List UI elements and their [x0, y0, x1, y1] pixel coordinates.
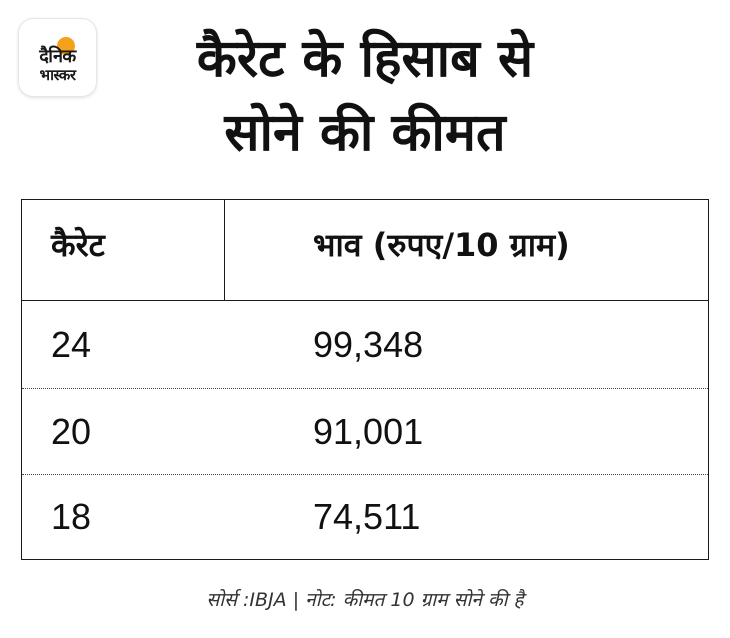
table-row: 20 91,001	[22, 389, 708, 475]
header-price: भाव (रुपए/10 ग्राम)	[313, 225, 570, 264]
price-table: कैरेट भाव (रुपए/10 ग्राम) 24 99,348 20 9…	[21, 199, 709, 560]
table-row: 18 74,511	[22, 475, 708, 559]
title-line2: सोने की कीमत	[224, 103, 506, 163]
table-header-row: कैरेट भाव (रुपए/10 ग्राम)	[22, 200, 708, 301]
table-row: 24 99,348	[22, 301, 708, 389]
price-cell: 91,001	[313, 410, 424, 452]
price-cell: 74,511	[313, 496, 421, 537]
karat-cell: 20	[51, 410, 92, 452]
price-cell: 99,348	[313, 323, 424, 365]
karat-cell: 18	[51, 496, 92, 537]
header-karat: कैरेट	[51, 225, 105, 264]
logo-text-line2: भास्कर	[39, 66, 76, 84]
logo-text-line1: दैनिक	[39, 46, 76, 67]
source-note: सोर्स :IBJA | नोट: कीमत 10 ग्राम सोने की…	[206, 589, 524, 611]
karat-cell: 24	[51, 323, 92, 365]
dainik-bhaskar-logo: दैनिक भास्कर	[19, 19, 96, 96]
sun-icon	[57, 37, 75, 55]
title-line1: कैरेट के हिसाब से	[196, 29, 534, 89]
column-divider	[224, 200, 225, 300]
page-title: कैरेट के हिसाब से सोने की कीमत	[100, 22, 630, 170]
